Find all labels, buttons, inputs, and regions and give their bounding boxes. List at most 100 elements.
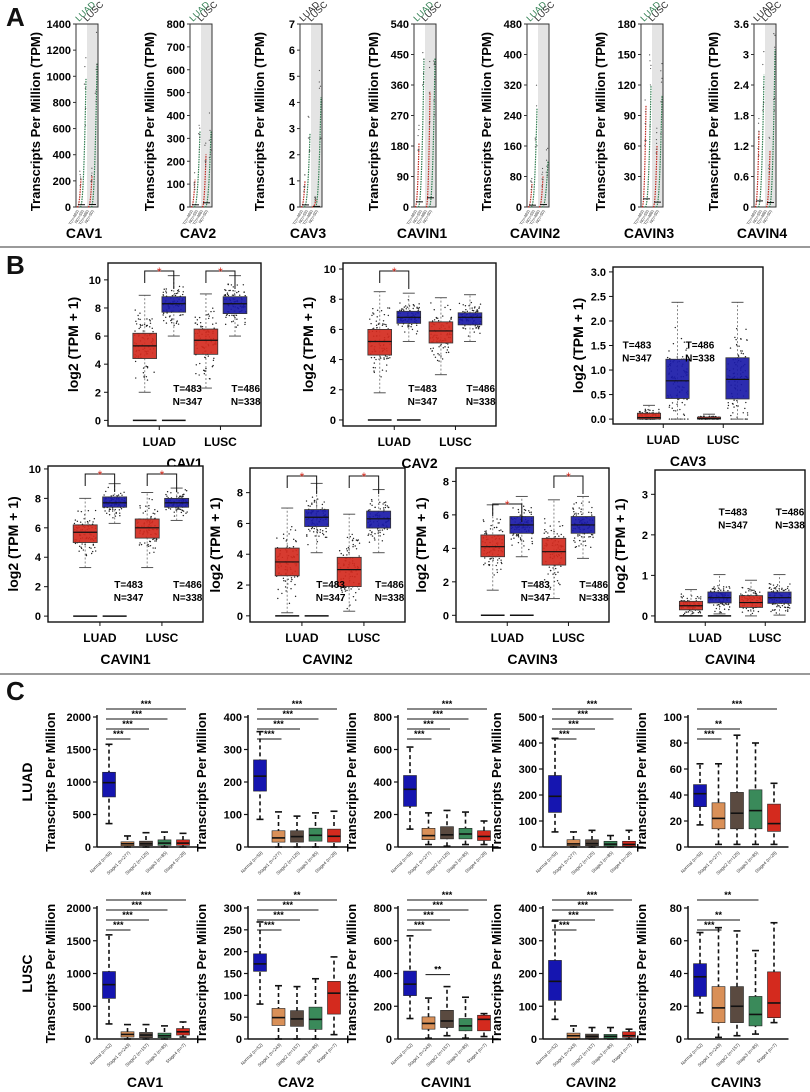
- jitter-point: [787, 603, 789, 605]
- jitter-point: [741, 611, 744, 613]
- jitter-point: [383, 313, 386, 316]
- curve-luad-tumor: [641, 105, 647, 208]
- jitter-point: [543, 518, 546, 520]
- jitter-point: [346, 607, 348, 610]
- y-tick-label: 60: [624, 141, 636, 153]
- jitter-point: [151, 318, 153, 320]
- y-axis-label: log2 (TPM + 1): [570, 298, 586, 393]
- outlier-point: [309, 150, 311, 152]
- jitter-point: [355, 548, 358, 550]
- jitter-point: [311, 503, 313, 506]
- jitter-point: [139, 542, 141, 544]
- jitter-point: [173, 324, 175, 326]
- jitter-point: [182, 495, 184, 498]
- outlier-point: [542, 171, 544, 173]
- y-axis-label: Transcripts Per Million: [489, 904, 504, 1043]
- jitter-point: [170, 319, 172, 322]
- y-tick-label: 1200: [47, 45, 71, 57]
- jitter-point: [500, 568, 502, 570]
- box-stage4: [767, 803, 781, 832]
- jitter-point: [430, 302, 432, 304]
- y-tick-label: 0: [516, 202, 522, 214]
- jitter-point: [383, 509, 385, 511]
- jitter-point: [90, 552, 93, 555]
- jitter-point: [371, 535, 374, 537]
- x-tick-label: N(n=50): [83, 208, 95, 224]
- jitter-point: [237, 324, 239, 326]
- jitter-point: [149, 322, 152, 324]
- significance-label: **: [724, 890, 732, 900]
- gene-label: CAV2: [278, 1074, 315, 1090]
- x-tick-label: N(n=59): [187, 208, 199, 224]
- outlier-point: [644, 139, 646, 142]
- outlier-point: [198, 148, 200, 150]
- jitter-point: [787, 606, 790, 609]
- jitter-point: [776, 584, 779, 586]
- jitter-point: [464, 328, 467, 330]
- jitter-point: [382, 323, 384, 325]
- jitter-point: [173, 511, 175, 513]
- outlier-point: [762, 63, 764, 66]
- separator-ab: [0, 246, 810, 248]
- jitter-point: [465, 308, 467, 311]
- jitter-point: [232, 286, 234, 288]
- jitter-point: [783, 589, 785, 591]
- jitter-point: [675, 410, 677, 412]
- jitter-point: [687, 611, 690, 613]
- gene-label: CAVIN1: [100, 651, 151, 667]
- jitter-point: [575, 512, 577, 514]
- significance-label: ***: [282, 900, 293, 910]
- outlier-point: [95, 100, 97, 102]
- jitter-point: [487, 564, 490, 566]
- outlier-point: [318, 69, 320, 72]
- jitter-point: [316, 530, 319, 532]
- jitter-point: [313, 527, 315, 530]
- jitter-point: [306, 535, 308, 537]
- plot-frame: [299, 23, 323, 208]
- jitter-point: [686, 597, 688, 600]
- jitter-point: [175, 292, 178, 295]
- jitter-point: [342, 554, 345, 556]
- x-tick-label: LUSC: [146, 631, 179, 645]
- sample-size-label: T=486: [231, 384, 260, 395]
- x-tick-label: LUAD: [689, 631, 723, 645]
- jitter-point: [742, 353, 744, 355]
- jitter-point: [225, 316, 227, 319]
- jitter-point: [400, 308, 403, 310]
- y-tick-label: 200: [519, 790, 537, 802]
- jitter-point: [412, 303, 415, 306]
- jitter-point: [787, 609, 789, 611]
- jitter-point: [737, 354, 740, 356]
- jitter-point: [692, 612, 695, 614]
- sample-size-label: N=347: [718, 521, 748, 532]
- y-tick-label: 0: [95, 415, 101, 427]
- outlier-point: [205, 142, 207, 144]
- jitter-point: [119, 515, 121, 517]
- outlier-point: [205, 165, 207, 167]
- jitter-point: [375, 324, 378, 327]
- jitter-point: [284, 586, 287, 588]
- jitter-point: [776, 605, 778, 608]
- jitter-point: [511, 544, 513, 546]
- y-tick-label: 160: [504, 141, 522, 153]
- jitter-point: [349, 536, 352, 538]
- outlier-point: [534, 146, 536, 148]
- jitter-point: [591, 506, 593, 509]
- outlier-point: [546, 165, 548, 167]
- jitter-point: [173, 515, 176, 517]
- jitter-point: [518, 511, 520, 513]
- x-tick-label: LUSC: [439, 435, 472, 449]
- jitter-point: [545, 531, 547, 533]
- jitter-point: [226, 293, 229, 296]
- outlier-point: [433, 114, 436, 116]
- jitter-point: [176, 292, 179, 294]
- outlier-point: [660, 70, 662, 72]
- sample-size-label: T=483: [173, 384, 202, 395]
- jitter-point: [134, 360, 137, 363]
- gene-label: CAVIN3: [507, 651, 558, 667]
- panel-c-label: C: [6, 676, 25, 706]
- outlier-point: [314, 198, 316, 200]
- jitter-point: [148, 507, 150, 510]
- jitter-point: [720, 589, 722, 591]
